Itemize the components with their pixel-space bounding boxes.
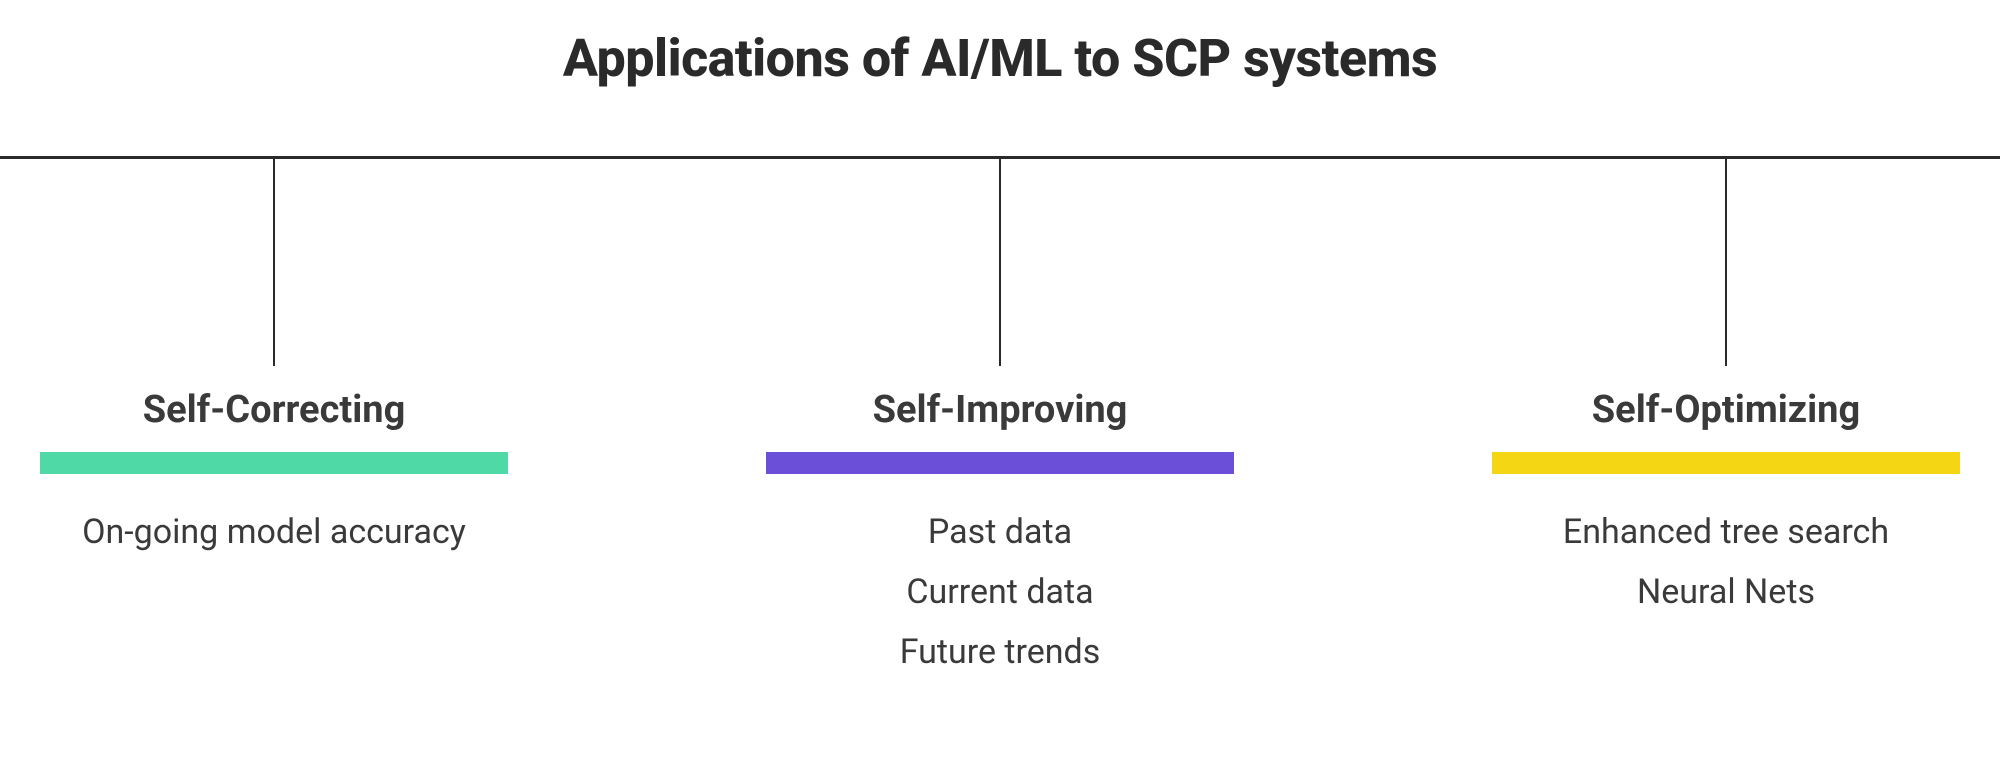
branch-items: On-going model accuracy xyxy=(82,502,466,562)
vertical-connector xyxy=(1725,156,1727,366)
accent-bar xyxy=(1492,452,1960,474)
branch-item: On-going model accuracy xyxy=(82,502,466,562)
branch-2: Self-Optimizing Enhanced tree searchNeura… xyxy=(1492,156,1960,682)
branch-0: Self-Correcting On-going model accuracy xyxy=(40,156,508,682)
accent-bar xyxy=(766,452,1234,474)
branch-item: Enhanced tree search xyxy=(1563,502,1889,562)
branch-item: Past data xyxy=(928,502,1072,562)
branch-item: Future trends xyxy=(900,622,1101,682)
vertical-connector xyxy=(999,156,1001,366)
accent-bar xyxy=(40,452,508,474)
diagram-title: Applications of AI/ML to SCP systems xyxy=(0,0,2000,89)
branch-title: Self-Correcting xyxy=(143,388,406,432)
branch-title: Self-Optimizing xyxy=(1592,388,1860,432)
vertical-connector xyxy=(273,156,275,366)
branch-items: Enhanced tree searchNeural Nets xyxy=(1563,502,1889,622)
branch-title: Self-Improving xyxy=(873,388,1128,432)
branch-1: Self-Improving Past dataCurrent dataFutur… xyxy=(766,156,1234,682)
branches-container: Self-CorrectingOn-going model accuracySe… xyxy=(0,156,2000,682)
branch-item: Neural Nets xyxy=(1637,562,1815,622)
branch-item: Current data xyxy=(906,562,1093,622)
branch-items: Past dataCurrent dataFuture trends xyxy=(900,502,1101,682)
